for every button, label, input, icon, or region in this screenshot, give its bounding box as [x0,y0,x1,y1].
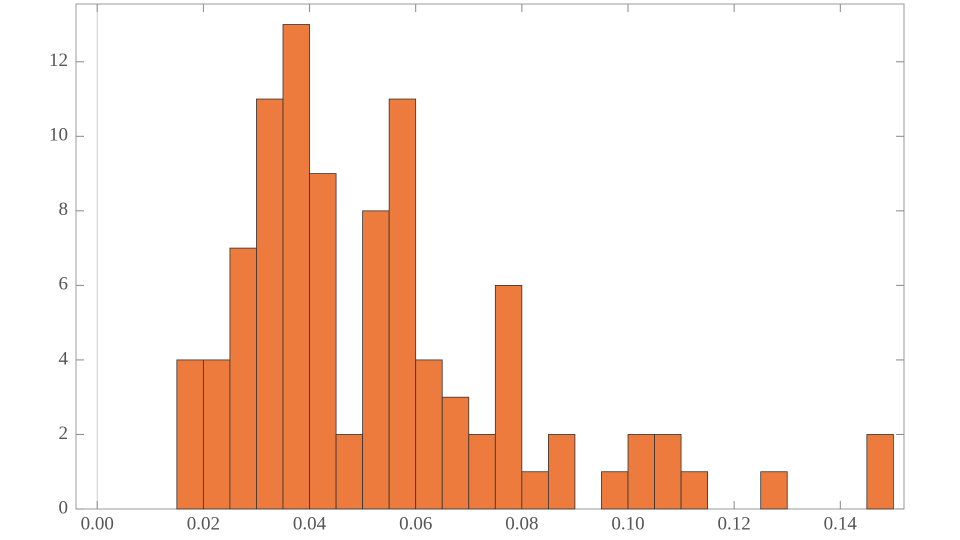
y-tick-label: 12 [49,50,68,71]
bar [680,471,709,510]
bar [229,247,257,510]
bar [176,359,204,510]
bar [521,471,549,510]
x-tick-label: 0.12 [718,513,751,534]
bar [866,434,894,510]
bar [760,471,788,510]
bar [468,434,496,510]
bar [256,98,284,510]
x-tick-label: 0.14 [824,513,858,534]
bar [388,98,417,510]
x-tick-label: 0.00 [81,513,114,534]
bar [282,24,310,510]
y-tick-label: 4 [59,348,69,369]
x-tick-label: 0.02 [187,513,220,534]
bar [202,359,231,510]
bar [441,396,470,510]
x-tick-label: 0.10 [611,513,644,534]
bar [627,434,655,510]
x-tick-label: 0.08 [505,513,538,534]
bar [362,210,390,510]
bar [547,434,576,510]
bar [654,434,682,510]
y-tick-label: 10 [49,125,68,146]
bar [601,471,629,510]
y-tick-label: 6 [59,274,69,295]
y-tick-label: 2 [59,423,69,444]
x-tick-label: 0.06 [399,513,432,534]
y-tick-label: 8 [59,199,69,220]
bar [494,284,523,510]
bar [415,359,443,510]
bar [309,173,337,510]
x-tick-label: 0.04 [293,513,327,534]
y-tick-label: 0 [59,497,69,518]
bar [335,434,364,510]
